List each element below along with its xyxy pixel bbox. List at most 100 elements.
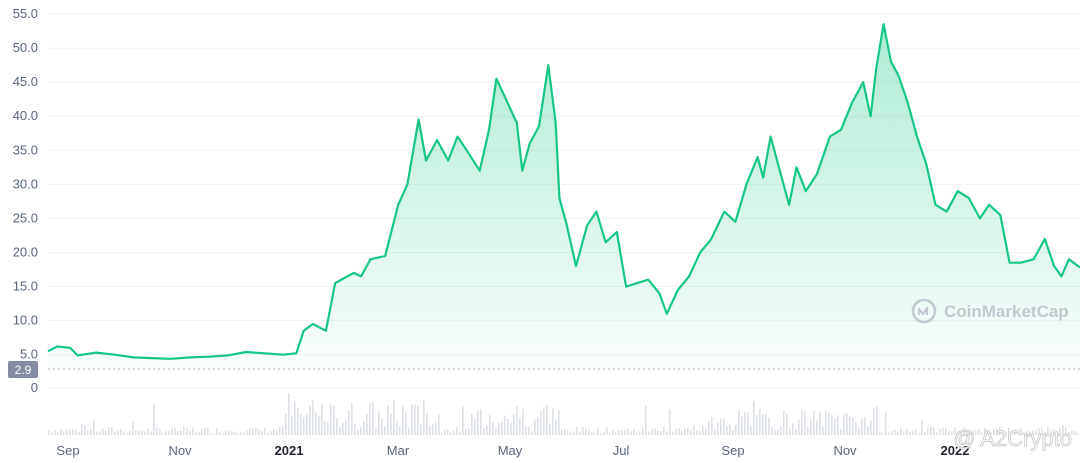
y-tick-label: 40.0 <box>13 108 38 123</box>
volume-bar <box>783 410 785 435</box>
volume-bar <box>288 393 290 435</box>
volume-bar <box>807 426 809 435</box>
volume-bar <box>1074 430 1076 435</box>
volume-bar <box>468 427 470 435</box>
volume-bar <box>609 432 611 435</box>
volume-bar <box>792 423 794 435</box>
volume-bar <box>579 431 581 435</box>
volume-bar <box>822 426 824 435</box>
volume-bar <box>276 430 278 435</box>
volume-bar <box>480 409 482 435</box>
volume-bar <box>645 406 647 435</box>
volume-bar <box>207 428 209 435</box>
volume-bar <box>1077 432 1079 435</box>
volume-bar <box>1020 427 1022 435</box>
volume-bar <box>108 427 110 435</box>
volume-bar <box>702 425 704 435</box>
volume-bar <box>180 430 182 435</box>
volume-bar <box>396 420 398 435</box>
volume-bar <box>591 432 593 435</box>
volume-bar <box>567 430 569 435</box>
reference-label: 2.9 <box>15 363 32 377</box>
volume-bar <box>876 406 878 435</box>
volume-bar <box>147 428 149 435</box>
volume-bar <box>753 401 755 435</box>
volume-bar <box>828 412 830 435</box>
volume-bar <box>615 432 617 435</box>
volume-bar <box>474 418 476 435</box>
volume-bar <box>153 404 155 435</box>
volume-bar <box>627 428 629 435</box>
volume-bar <box>300 414 302 435</box>
volume-bar <box>1059 428 1061 435</box>
volume-bar <box>138 430 140 435</box>
volume-bar <box>561 429 563 435</box>
volume-bar <box>558 409 560 435</box>
volume-bar <box>516 405 518 435</box>
volume-bar <box>873 408 875 435</box>
volume-bar <box>1035 429 1037 435</box>
y-tick-label: 35.0 <box>13 142 38 157</box>
volume-bar <box>633 429 635 435</box>
volume-bar <box>309 406 311 435</box>
volume-bar <box>132 420 134 435</box>
volume-bar <box>831 415 833 435</box>
volume-bar <box>762 414 764 435</box>
volume-bar <box>57 432 59 435</box>
volume-bar <box>324 421 326 435</box>
volume-bar <box>465 428 467 435</box>
volume-bar <box>981 432 983 435</box>
volume-bar <box>303 417 305 435</box>
volume-bar <box>930 427 932 435</box>
volume-bar <box>471 413 473 435</box>
volume-bar <box>903 431 905 435</box>
volume-bar <box>729 424 731 435</box>
volume-bar <box>786 413 788 435</box>
volume-bar <box>513 414 515 435</box>
volume-bar <box>1026 430 1028 435</box>
volume-bar <box>1014 430 1016 435</box>
volume-bar <box>294 400 296 435</box>
volume-bar <box>819 411 821 435</box>
volume-bar <box>48 430 50 435</box>
volume-bar <box>888 432 890 435</box>
coinmarketcap-watermark: CoinMarketCap <box>911 298 1069 324</box>
volume-bar <box>897 431 899 435</box>
volume-bar <box>363 420 365 435</box>
volume-bar <box>885 412 887 435</box>
volume-bar <box>1017 431 1019 435</box>
volume-bar <box>510 423 512 435</box>
volume-bar <box>945 428 947 435</box>
volume-bar <box>666 431 668 435</box>
volume-bar <box>675 428 677 435</box>
volume-bar <box>312 400 314 435</box>
y-tick-label: 20.0 <box>13 244 38 259</box>
y-tick-label: 30.0 <box>13 176 38 191</box>
volume-bar <box>69 430 71 435</box>
volume-bar <box>1011 430 1013 435</box>
volume-bar <box>801 409 803 435</box>
volume-bar <box>765 413 767 435</box>
volume-bar <box>852 418 854 435</box>
volume-bar <box>165 430 167 435</box>
volume-bar <box>915 429 917 435</box>
a2crypto-watermark: @ A2Crypto <box>953 426 1072 451</box>
volume-bar <box>810 419 812 435</box>
volume-bar <box>540 410 542 435</box>
volume-bar <box>855 421 857 435</box>
volume-bar <box>1050 430 1052 435</box>
volume-bar <box>234 432 236 435</box>
volume-bar <box>231 431 233 435</box>
volume-bar <box>720 419 722 435</box>
volume-bar <box>837 415 839 435</box>
y-tick-label: 15.0 <box>13 279 38 294</box>
volume-bar <box>879 431 881 435</box>
volume-bar <box>99 431 101 435</box>
volume-bar <box>621 430 623 435</box>
y-axis: 55.0 50.0 45.0 40.0 35.0 30.0 25.0 20.0 15.0 10.0… <box>13 6 38 362</box>
volume-bar <box>972 430 974 435</box>
volume-bar <box>189 430 191 435</box>
volume-bar <box>756 415 758 435</box>
volume-bar <box>351 402 353 435</box>
volume-bar <box>378 410 380 435</box>
